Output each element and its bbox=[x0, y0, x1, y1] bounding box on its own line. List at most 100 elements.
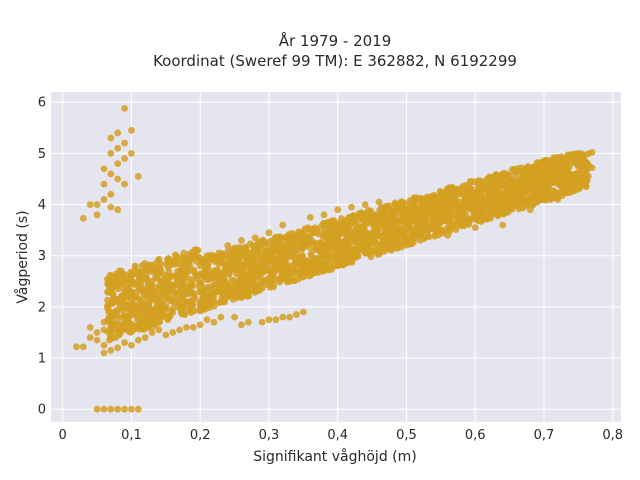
y-tick-label: 5 bbox=[38, 147, 46, 162]
data-point bbox=[107, 327, 115, 335]
data-point bbox=[360, 236, 367, 243]
data-point bbox=[350, 237, 358, 245]
data-point bbox=[258, 279, 266, 286]
data-point bbox=[100, 341, 108, 349]
data-point bbox=[231, 293, 238, 301]
data-point bbox=[383, 218, 391, 225]
data-point bbox=[430, 208, 438, 216]
y-tick-label: 0 bbox=[38, 403, 46, 418]
data-point bbox=[114, 144, 122, 152]
data-point bbox=[107, 308, 115, 316]
data-point bbox=[134, 336, 142, 344]
data-point bbox=[393, 217, 401, 225]
data-point bbox=[523, 197, 531, 204]
data-point bbox=[233, 285, 241, 293]
data-point bbox=[128, 126, 135, 134]
data-point bbox=[104, 280, 112, 288]
data-point bbox=[537, 186, 545, 194]
data-point bbox=[100, 165, 108, 173]
data-point bbox=[100, 196, 108, 203]
y-tick-label: 4 bbox=[38, 198, 46, 213]
data-point bbox=[162, 275, 170, 283]
data-point bbox=[554, 196, 562, 203]
data-point bbox=[428, 225, 436, 232]
data-point bbox=[174, 297, 182, 305]
data-point bbox=[394, 208, 402, 215]
data-point bbox=[410, 196, 417, 204]
data-point bbox=[312, 255, 320, 262]
data-point bbox=[361, 201, 369, 208]
data-point bbox=[158, 289, 166, 297]
data-point bbox=[189, 281, 196, 289]
y-tick-label: 1 bbox=[38, 352, 46, 367]
data-point bbox=[121, 293, 128, 301]
data-point bbox=[399, 234, 407, 242]
data-point bbox=[504, 171, 512, 179]
data-point bbox=[166, 283, 174, 291]
data-point bbox=[134, 173, 142, 180]
data-point bbox=[228, 283, 236, 291]
data-point bbox=[79, 214, 87, 222]
data-point bbox=[128, 405, 135, 413]
data-point bbox=[448, 199, 456, 207]
data-point bbox=[155, 326, 163, 334]
data-point bbox=[394, 231, 402, 238]
data-point bbox=[239, 246, 247, 254]
data-point bbox=[196, 303, 204, 311]
data-point bbox=[520, 179, 528, 187]
data-point bbox=[376, 214, 384, 222]
data-point bbox=[588, 164, 596, 172]
data-point bbox=[425, 233, 433, 241]
data-point bbox=[221, 267, 228, 275]
data-point bbox=[301, 239, 309, 247]
data-point bbox=[301, 256, 309, 264]
y-tick-label: 2 bbox=[38, 300, 46, 315]
data-point bbox=[254, 265, 262, 273]
data-point bbox=[338, 215, 345, 222]
data-point bbox=[210, 254, 218, 262]
data-point bbox=[121, 155, 128, 162]
data-point bbox=[288, 243, 295, 251]
data-point bbox=[258, 318, 266, 326]
data-point bbox=[307, 251, 315, 259]
data-point bbox=[109, 334, 117, 341]
data-point bbox=[107, 149, 115, 157]
data-point bbox=[507, 201, 515, 209]
data-point bbox=[528, 193, 536, 201]
data-point bbox=[312, 245, 320, 253]
data-point bbox=[479, 204, 487, 212]
data-point bbox=[451, 192, 459, 199]
data-point bbox=[139, 325, 147, 333]
data-point bbox=[172, 256, 180, 264]
data-point bbox=[162, 303, 170, 310]
data-point bbox=[348, 203, 355, 211]
data-point bbox=[133, 293, 141, 301]
data-point bbox=[190, 266, 198, 274]
data-point bbox=[227, 263, 234, 271]
x-tick-label: 0 bbox=[59, 428, 67, 443]
data-point bbox=[448, 221, 456, 229]
data-point bbox=[228, 276, 235, 284]
data-point bbox=[311, 269, 319, 276]
data-point bbox=[244, 290, 252, 298]
data-point bbox=[319, 267, 327, 275]
data-point bbox=[440, 189, 448, 197]
data-point bbox=[134, 271, 142, 279]
data-point bbox=[281, 243, 289, 251]
data-point bbox=[121, 180, 128, 188]
data-point bbox=[324, 259, 332, 267]
data-point bbox=[408, 240, 416, 248]
data-point bbox=[554, 165, 562, 173]
data-point bbox=[204, 276, 212, 284]
x-tick-label: 0,2 bbox=[190, 428, 211, 443]
data-point bbox=[498, 190, 506, 198]
data-point bbox=[278, 266, 286, 274]
data-point bbox=[401, 213, 409, 220]
data-point bbox=[197, 280, 205, 288]
data-point bbox=[156, 277, 164, 285]
data-point bbox=[136, 277, 144, 285]
data-point bbox=[191, 246, 199, 254]
data-point bbox=[100, 349, 108, 357]
data-point bbox=[189, 252, 197, 260]
